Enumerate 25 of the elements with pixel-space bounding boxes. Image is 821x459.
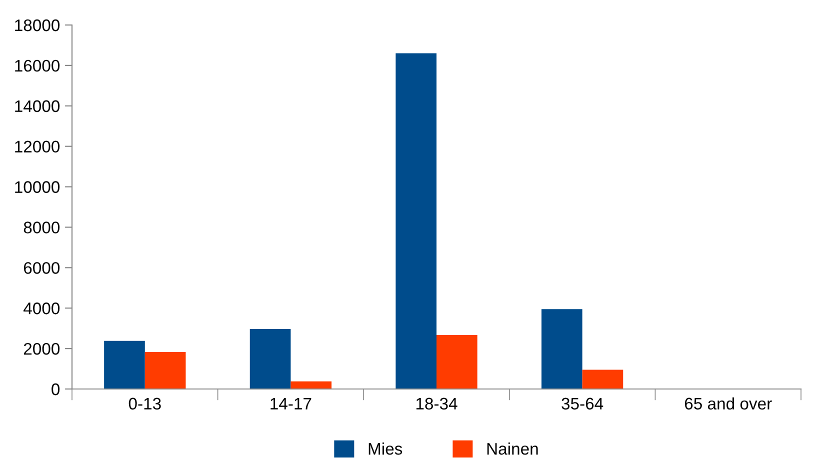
legend-label: Mies bbox=[368, 442, 402, 455]
x-tick-label: 0-13 bbox=[128, 398, 161, 410]
bar bbox=[144, 352, 186, 389]
y-tick-label: 8000 bbox=[24, 222, 60, 234]
bar bbox=[582, 370, 624, 389]
y-tick-label: 14000 bbox=[15, 100, 60, 112]
legend-label: Nainen bbox=[487, 442, 538, 455]
x-tick-label: 18-34 bbox=[416, 398, 458, 410]
bar bbox=[436, 335, 478, 389]
y-tick-label: 16000 bbox=[15, 60, 60, 72]
bar bbox=[290, 381, 332, 389]
y-tick-label: 6000 bbox=[24, 262, 60, 274]
bar bbox=[104, 340, 145, 389]
x-tick-label: 14-17 bbox=[270, 398, 312, 410]
x-tick-label: 65 and over bbox=[684, 397, 772, 410]
y-tick-label: 18000 bbox=[15, 19, 60, 32]
y-tick-label: 4000 bbox=[24, 302, 60, 314]
y-tick-label: 10000 bbox=[15, 181, 60, 193]
bar bbox=[250, 328, 291, 389]
bar bbox=[396, 53, 436, 389]
y-tick-label: 0 bbox=[52, 383, 60, 396]
x-tick-label: 35-64 bbox=[562, 398, 604, 410]
bar bbox=[541, 309, 582, 389]
y-tick-label: 12000 bbox=[15, 140, 60, 153]
y-tick-label: 2000 bbox=[24, 342, 60, 355]
